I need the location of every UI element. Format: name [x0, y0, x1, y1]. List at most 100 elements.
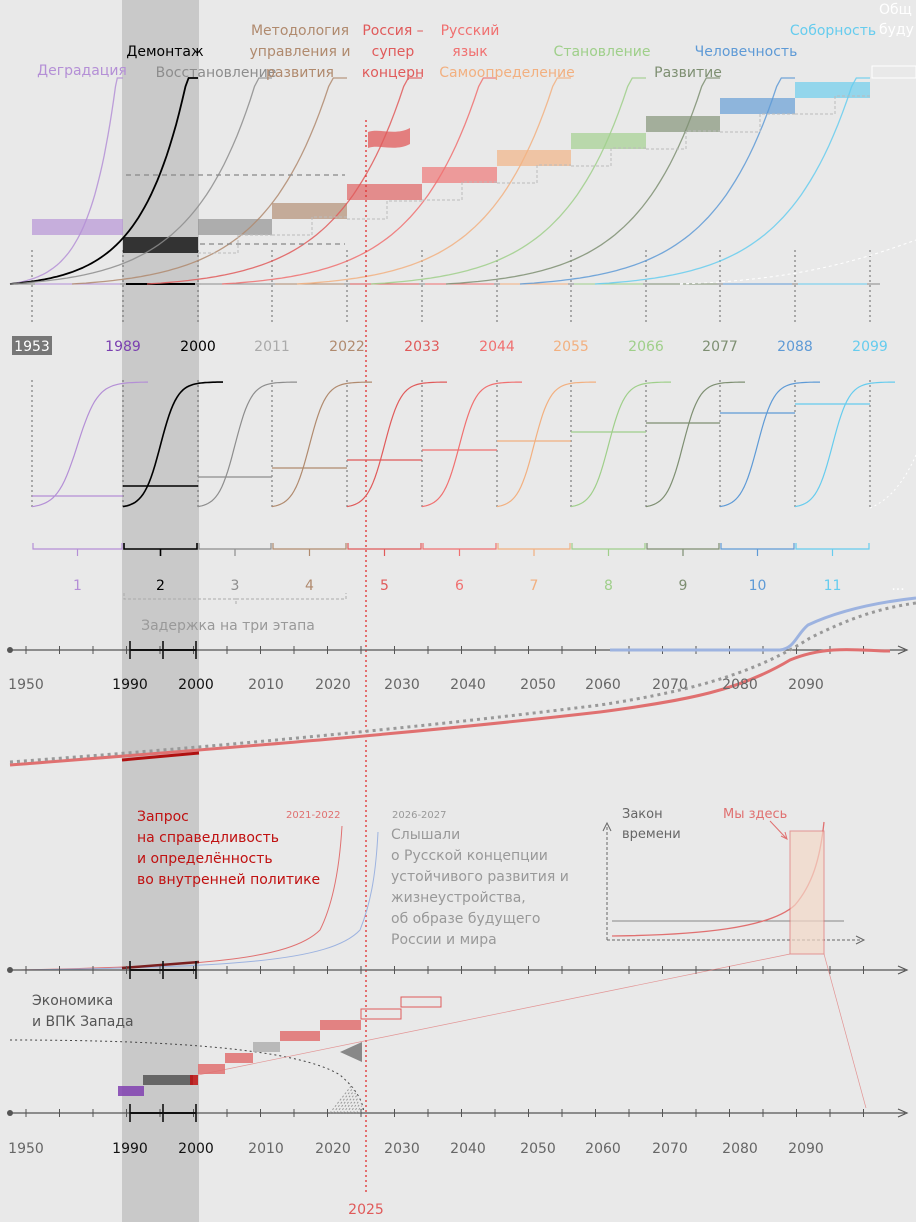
stage-bar: [795, 82, 870, 98]
axis-middle-dot: [7, 967, 13, 973]
stage-brace: [720, 543, 795, 556]
hatch: [352, 1102, 361, 1114]
axis-year: 1990: [112, 677, 148, 693]
stage-brace: [32, 543, 123, 556]
stage-curve: [9, 77, 123, 285]
here-pointer: [769, 820, 787, 839]
hatch: [332, 1087, 354, 1114]
ellipsis: ...: [891, 578, 904, 594]
axis-year: 2080: [722, 677, 758, 693]
axis-upper-arrow: [897, 645, 909, 655]
axis-year: 2060: [585, 1141, 621, 1157]
logistic-curve: [271, 381, 372, 508]
stage-number: 6: [455, 578, 464, 594]
logistic-curve: [421, 381, 522, 508]
logistic-curve: [496, 381, 596, 508]
axis-year: 2030: [384, 677, 420, 693]
delay-label: Задержка на три этапа: [141, 618, 315, 634]
stage-number: 7: [530, 578, 539, 594]
heard-text: устойчивого развития и: [391, 869, 569, 885]
ladder-step: [272, 216, 347, 236]
stage-bar: [422, 167, 497, 183]
ladder-step: [720, 113, 795, 133]
stage-number: 9: [679, 578, 688, 594]
stage-curve: [9, 77, 198, 285]
stage-title: Россия –: [362, 23, 423, 39]
here-box: [789, 830, 825, 955]
hatch: [346, 1097, 359, 1114]
text-labels: 1953 1989 2000 2011 2022 2033 2044 2055 2066 2077…: [8, 2, 914, 1218]
projection-line-upper: [197, 953, 791, 1076]
stage-bar: [198, 219, 272, 235]
axis-year: 1950: [8, 677, 44, 693]
axis-year: 2000: [178, 1141, 214, 1157]
hatch: [355, 1105, 363, 1114]
stage-number: 1: [73, 578, 82, 594]
stage-brace: [497, 543, 571, 556]
stage-title: Восстановление: [156, 65, 277, 81]
stage-bar: [32, 219, 123, 235]
stage-number: 4: [305, 578, 314, 594]
stage-number: 5: [380, 578, 389, 594]
stage-curve: [146, 77, 422, 285]
axis-year: 2000: [178, 677, 214, 693]
stage-title: управления и: [250, 44, 351, 60]
stage-curve: [370, 77, 646, 285]
year-label: 2088: [777, 339, 813, 355]
stair-box: [225, 1053, 253, 1063]
stage-brace: [795, 543, 870, 556]
stage-brace: [272, 543, 347, 556]
stage-brace: [646, 543, 720, 556]
cut-title: Общ: [879, 2, 912, 18]
stage-title: Развитие: [654, 65, 722, 81]
stage-title: супер: [372, 44, 415, 60]
stage-title: Демонтаж: [126, 44, 204, 60]
year-label: 2077: [702, 339, 738, 355]
request-section: [19, 820, 866, 971]
heard-text: России и мира: [391, 932, 497, 948]
stage-title: Самоопределение: [439, 65, 574, 81]
axis-year: 1950: [8, 1141, 44, 1157]
stage-logistic-curves: [31, 380, 916, 606]
hatch: [329, 1084, 353, 1114]
logistic-curve: [346, 381, 447, 508]
logistic-curve: [197, 381, 297, 508]
projection-line-lower: [823, 953, 867, 1109]
stage-title: Русский: [441, 23, 500, 39]
ladder-step: [571, 147, 646, 167]
stage-number: 2: [156, 578, 165, 594]
stair-box: [118, 1086, 144, 1096]
stage-title: Соборность: [790, 23, 876, 39]
inset-y-arrow: [602, 821, 612, 832]
year-label: 2044: [479, 339, 515, 355]
stage-curve: [519, 77, 795, 285]
stage-title: язык: [452, 44, 487, 60]
axis-lower-dot: [7, 1110, 13, 1116]
stage-bar: [497, 150, 571, 166]
note-2021: 2021-2022: [286, 810, 341, 821]
year-label: 2000: [180, 339, 216, 355]
logistic-curve: [645, 381, 745, 508]
ladder-step: [347, 200, 422, 220]
stage-brace: [123, 543, 198, 556]
note-2026: 2026-2027: [392, 810, 447, 821]
heard-text: Слышали: [391, 827, 460, 843]
stage-number: 10: [749, 578, 767, 594]
heard-text: о Русской концепции: [391, 848, 548, 864]
stage-curve: [445, 77, 720, 285]
stage-title: Становление: [554, 44, 651, 60]
blue-trajectory: [610, 596, 916, 652]
axis-year: 2040: [450, 1141, 486, 1157]
future-logistic: [869, 454, 916, 509]
request-text: и определённость: [137, 851, 273, 867]
stage-bar: [646, 116, 720, 132]
highlight-band-1990-2000: [122, 0, 199, 1222]
future-curve: [679, 239, 916, 285]
stage-bar: [123, 237, 198, 253]
stage-curve: [221, 77, 497, 285]
stage-title: Деградация: [37, 63, 127, 79]
logistic-curve: [31, 381, 148, 508]
dark-red-segment: [121, 751, 200, 762]
russia-flag: [368, 128, 410, 148]
stair-box: [253, 1042, 280, 1052]
